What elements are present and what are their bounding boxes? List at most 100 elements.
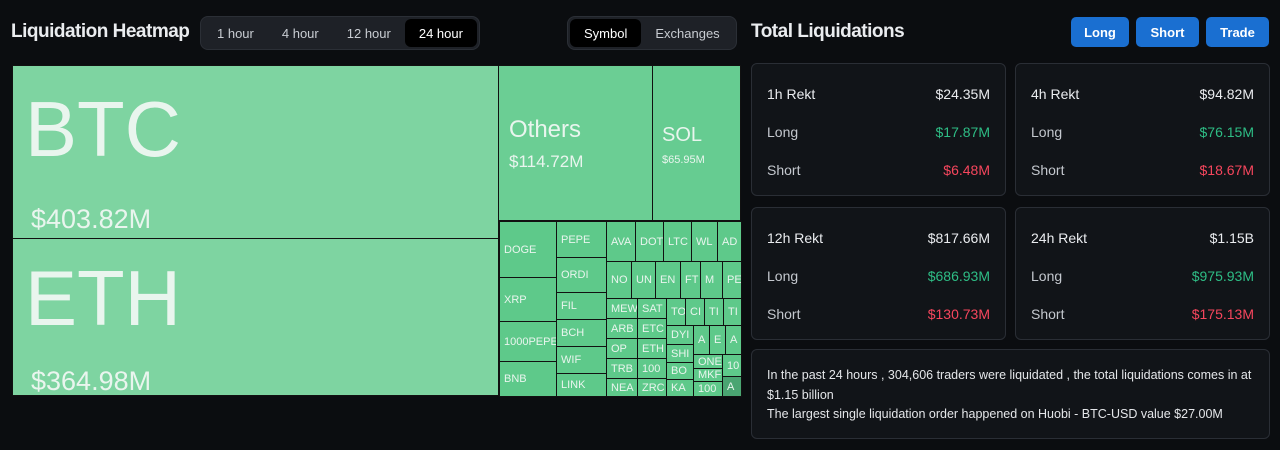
liquidation-summary: In the past 24 hours , 304,606 traders w… (751, 349, 1270, 439)
card-label: 12h Rekt (767, 230, 824, 246)
card-total: $817.66M (927, 230, 990, 246)
treemap-cell[interactable]: ONE (693, 354, 723, 369)
cell-symbol: SOL (662, 124, 703, 146)
short-label: Short (1031, 162, 1065, 178)
long-value: $975.93M (1191, 268, 1254, 284)
card-total: $94.82M (1199, 86, 1254, 102)
time-range-tabs: 1 hour 4 hour 12 hour 24 hour (200, 16, 480, 50)
long-label: Long (767, 268, 799, 284)
card-4h: 4h Rekt $94.82M Long $76.15M Short $18.67M (1015, 63, 1270, 196)
tab-exchanges[interactable]: Exchanges (655, 25, 720, 41)
treemap-cell[interactable]: SAT (637, 298, 667, 319)
treemap-cell[interactable]: A (693, 325, 710, 355)
card-label: 1h Rekt (767, 86, 816, 102)
total-liquidations-title: Total Liquidations (751, 21, 905, 42)
long-label: Long (767, 124, 799, 140)
treemap-cell[interactable]: TRB (606, 358, 638, 379)
card-total: $24.35M (935, 86, 990, 102)
tab-4-hour[interactable]: 4 hour (281, 25, 319, 41)
card-12h: 12h Rekt $817.66M Long $686.93M Short $130.… (751, 207, 1006, 340)
treemap-cell[interactable]: PEPE (556, 221, 607, 258)
tab-24-hour[interactable]: 24 hour (404, 19, 477, 47)
treemap-cell[interactable]: AVA (606, 221, 636, 262)
cell-value: $403.82M (31, 204, 152, 234)
treemap-cell[interactable]: ETC (637, 318, 667, 339)
treemap-cell[interactable]: BNB (499, 361, 557, 397)
treemap-cell[interactable]: BO (666, 362, 694, 380)
treemap-cell[interactable]: XRP (499, 277, 557, 322)
trade-button[interactable]: Trade (1206, 17, 1269, 47)
treemap-cell[interactable]: ETH (637, 338, 667, 359)
treemap-cell[interactable]: KA (666, 379, 694, 397)
treemap-cell[interactable]: MKF (693, 368, 723, 382)
treemap-cell[interactable]: FIL (556, 292, 607, 320)
cell-value: $114.72M (509, 152, 584, 171)
view-tabs: Symbol Exchanges (567, 16, 737, 50)
treemap-cell[interactable]: WL (691, 221, 718, 262)
treemap-cell[interactable]: NO (606, 261, 632, 299)
card-total: $1.15B (1209, 230, 1254, 246)
treemap-cell[interactable]: BCH (556, 319, 607, 347)
treemap-cell-others[interactable]: Others $114.72M (498, 65, 653, 221)
cell-symbol: ETH (25, 254, 181, 342)
short-label: Short (767, 306, 801, 322)
cell-symbol: BTC (25, 85, 181, 173)
treemap-cell[interactable]: TO (666, 298, 686, 326)
treemap-cell[interactable]: 1000PEPE (499, 321, 557, 362)
short-value: $130.73M (927, 306, 990, 322)
tab-12-hour[interactable]: 12 hour (346, 25, 391, 41)
long-label: Long (1031, 268, 1063, 284)
treemap-cell[interactable]: DOGE (499, 221, 557, 278)
treemap-cell-sol[interactable]: SOL $65.95M (652, 65, 741, 221)
card-1h: 1h Rekt $24.35M Long $17.87M Short $6.48M (751, 63, 1006, 196)
treemap-cell[interactable]: AD (717, 221, 742, 262)
card-24h: 24h Rekt $1.15B Long $975.93M Short $175.13… (1015, 207, 1270, 340)
treemap-cell[interactable]: ORDI (556, 257, 607, 293)
treemap-cell[interactable]: 100 (693, 381, 723, 397)
treemap-cell[interactable]: A (725, 325, 742, 355)
short-label: Short (1031, 306, 1065, 322)
card-label: 4h Rekt (1031, 86, 1080, 102)
short-button[interactable]: Short (1136, 17, 1199, 47)
treemap-cell[interactable]: TI (723, 298, 742, 326)
cell-value: $364.98M (31, 366, 152, 396)
treemap-cell[interactable]: DYI (666, 325, 694, 345)
treemap-cell[interactable]: PE (722, 261, 742, 299)
tab-symbol[interactable]: Symbol (570, 19, 642, 47)
treemap-cell[interactable]: A (722, 376, 742, 397)
treemap-cell[interactable]: ZRC (637, 378, 667, 397)
treemap-cell[interactable]: M (700, 261, 723, 299)
treemap-cell[interactable]: CI (685, 298, 705, 326)
treemap-cell[interactable]: 100 (637, 358, 667, 379)
cell-symbol: Others (509, 116, 582, 143)
treemap-cell[interactable]: ARB (606, 318, 638, 339)
card-label: 24h Rekt (1031, 230, 1088, 246)
liquidation-treemap: BTC $403.82M ETH $364.98M Others $114.72… (12, 65, 742, 397)
treemap-cell[interactable]: TI (704, 298, 724, 326)
treemap-cell[interactable]: MEW (606, 298, 638, 319)
treemap-cell[interactable]: WIF (556, 346, 607, 374)
treemap-cell-eth[interactable]: ETH $364.98M (12, 238, 499, 396)
long-button[interactable]: Long (1071, 17, 1129, 47)
cell-value: $65.95M (662, 154, 705, 166)
long-value: $17.87M (935, 124, 990, 140)
treemap-cell[interactable]: SHI (666, 344, 694, 363)
treemap-cell[interactable]: EN (655, 261, 681, 299)
treemap-cell[interactable]: DOT (635, 221, 664, 262)
long-value: $686.93M (927, 268, 990, 284)
treemap-cell[interactable]: OP (606, 338, 638, 359)
short-value: $6.48M (943, 162, 990, 178)
tab-1-hour[interactable]: 1 hour (217, 25, 254, 41)
treemap-cell-btc[interactable]: BTC $403.82M (12, 65, 499, 239)
heatmap-title: Liquidation Heatmap (11, 21, 190, 42)
treemap-cell[interactable]: LTC (663, 221, 692, 262)
treemap-cell[interactable]: E (709, 325, 726, 355)
treemap-cell[interactable]: FT (680, 261, 701, 299)
treemap-cell[interactable]: LINK (556, 373, 607, 397)
treemap-cell[interactable]: 10 (722, 354, 742, 377)
treemap-cell[interactable]: UN (631, 261, 656, 299)
long-label: Long (1031, 124, 1063, 140)
long-value: $76.15M (1199, 124, 1254, 140)
short-value: $175.13M (1191, 306, 1254, 322)
treemap-cell[interactable]: NEA (606, 378, 638, 397)
